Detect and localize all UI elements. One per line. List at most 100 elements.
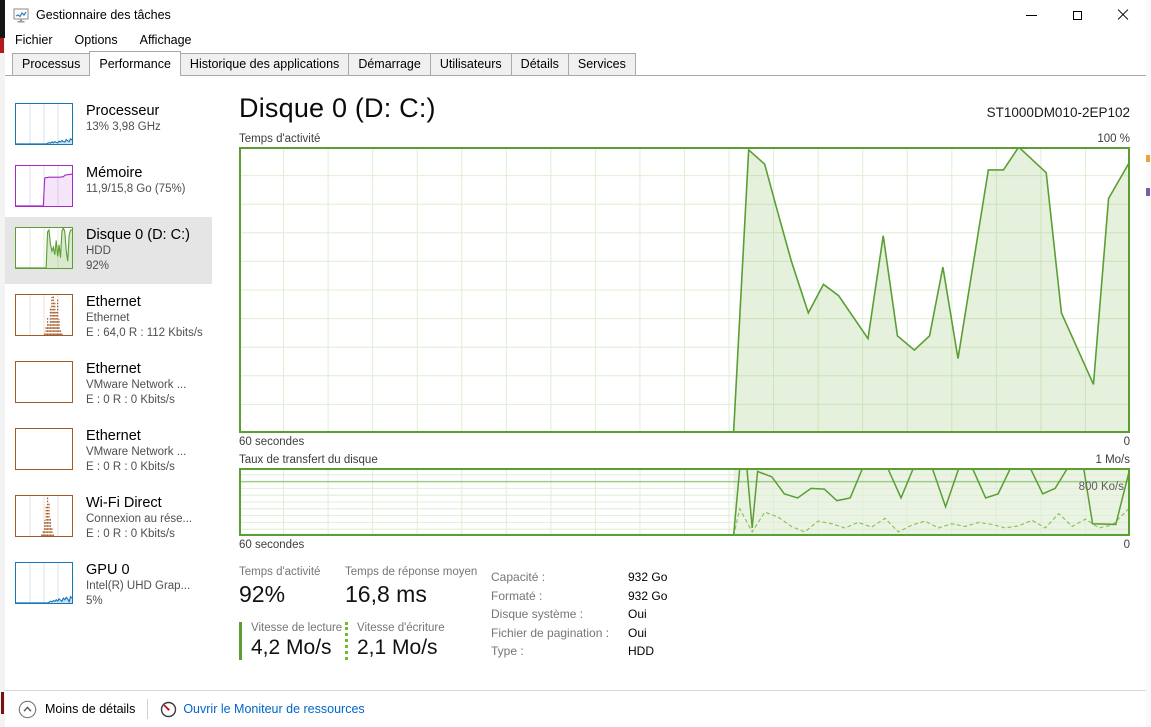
- response-time-value: 16,8 ms: [345, 581, 427, 607]
- background-sliver-segment: [1, 692, 4, 714]
- menu-affichage[interactable]: Affichage: [139, 33, 192, 47]
- active-time-value: 92%: [239, 581, 286, 607]
- menu-bar: Fichier Options Affichage: [5, 30, 1146, 52]
- sidebar-item-disque-0[interactable]: Disque 0 (D: C:) HDD 92%: [5, 217, 212, 285]
- sidebar-item-title: Disque 0 (D: C:): [86, 227, 190, 243]
- footer-bar: Moins de détails Ouvrir le Moniteur de r…: [5, 690, 1146, 727]
- tab-bar: Processus Performance Historique des app…: [5, 51, 1146, 76]
- cpu-sparkline: [15, 103, 73, 145]
- sidebar-item-subtitle: 11,9/15,8 Go (75%): [86, 182, 186, 195]
- sidebar-item-subtitle: E : 64,0 R : 112 Kbits/s: [86, 326, 203, 339]
- sidebar-item-subtitle: Intel(R) UHD Grap...: [86, 579, 191, 592]
- ethernet-sparkline: [15, 361, 73, 404]
- activity-chart-title: Temps d'activité: [239, 133, 321, 145]
- gpu-sparkline: [15, 562, 73, 605]
- close-icon: [1117, 9, 1129, 21]
- background-window-sliver-left: [0, 0, 5, 727]
- disk-sparkline: [15, 227, 73, 269]
- property-row: Formaté : 932 Go: [491, 587, 667, 606]
- sidebar-item-subtitle: HDD: [86, 244, 111, 257]
- tab-performance[interactable]: Performance: [89, 51, 181, 76]
- property-value: 932 Go: [628, 570, 668, 585]
- tab-historique-des-applications[interactable]: Historique des applications: [179, 53, 350, 75]
- wifi-sparkline: [15, 495, 73, 538]
- read-speed-label: Vitesse de lecture: [251, 622, 343, 634]
- disk-transfer-chart: 800 Ko/s: [239, 468, 1130, 536]
- maximize-button[interactable]: [1054, 0, 1100, 30]
- sidebar-item-ethernet-2[interactable]: Ethernet VMware Network ... E : 0 R : 0 …: [5, 351, 212, 418]
- activity-chart-zero-label: 0: [1123, 436, 1130, 448]
- less-details-button[interactable]: Moins de détails: [18, 700, 135, 719]
- sidebar-item-ethernet-3[interactable]: Ethernet VMware Network ... E : 0 R : 0 …: [5, 418, 212, 485]
- property-label: Capacité :: [491, 570, 546, 585]
- minimize-button[interactable]: [1008, 0, 1054, 30]
- tab-details[interactable]: Détails: [510, 53, 569, 75]
- resource-monitor-icon: [161, 701, 177, 717]
- sidebar-item-title: Wi-Fi Direct: [86, 495, 162, 512]
- page-title: Disque 0 (D: C:): [239, 93, 436, 123]
- sidebar-item-subtitle: Connexion au rése...: [86, 512, 193, 525]
- sidebar-item-subtitle: 5%: [86, 594, 103, 607]
- footer-divider: [147, 699, 149, 719]
- ethernet-sparkline: [15, 294, 73, 337]
- sidebar-item-title: Ethernet: [86, 294, 141, 311]
- sidebar-item-subtitle: Ethernet: [86, 311, 130, 324]
- sidebar-item-memoire[interactable]: Mémoire 11,9/15,8 Go (75%): [5, 155, 212, 217]
- content-area: Processeur 13% 3,98 GHz Mémoire 11,9/15,…: [5, 76, 1146, 690]
- response-time-label: Temps de réponse moyen: [345, 566, 478, 578]
- property-row: Type : HDD: [491, 642, 667, 661]
- chevron-up-circle-icon: [18, 700, 37, 718]
- property-row: Fichier de pagination : Oui: [491, 624, 667, 643]
- tab-utilisateurs[interactable]: Utilisateurs: [429, 53, 512, 75]
- less-details-label: Moins de détails: [45, 702, 136, 716]
- property-row: Disque système : Oui: [491, 605, 667, 624]
- tab-services[interactable]: Services: [567, 53, 636, 75]
- close-button[interactable]: [1100, 0, 1146, 30]
- title-bar: Gestionnaire des tâches: [5, 0, 1146, 30]
- sidebar-item-title: Ethernet: [86, 428, 141, 445]
- sidebar-item-subtitle: E : 0 R : 0 Kbits/s: [86, 393, 175, 406]
- sidebar-item-title: Mémoire: [86, 165, 143, 181]
- transfer-chart-zero-label: 0: [1123, 539, 1130, 551]
- sidebar-item-processeur[interactable]: Processeur 13% 3,98 GHz: [5, 93, 212, 155]
- sidebar-item-gpu-0[interactable]: GPU 0 Intel(R) UHD Grap... 5%: [5, 552, 212, 619]
- menu-fichier[interactable]: Fichier: [15, 33, 53, 47]
- disk-properties: Capacité : 932 Go Formaté : 932 Go Disqu…: [491, 566, 667, 661]
- property-row: Capacité : 932 Go: [491, 568, 667, 587]
- write-speed-label: Vitesse d'écriture: [357, 622, 445, 634]
- sidebar-item-ethernet-1[interactable]: Ethernet Ethernet E : 64,0 R : 112 Kbits…: [5, 284, 212, 351]
- sidebar-item-subtitle: E : 0 R : 0 Kbits/s: [86, 527, 175, 540]
- background-sliver-segment: [1146, 155, 1150, 162]
- property-value: Oui: [628, 607, 647, 622]
- transfer-chart-max-label: 1 Mo/s: [1095, 454, 1130, 466]
- property-value: 932 Go: [628, 588, 668, 603]
- tab-demarrage[interactable]: Démarrage: [348, 53, 431, 75]
- sidebar-item-subtitle: VMware Network ...: [86, 378, 187, 391]
- activity-chart-max-label: 100 %: [1097, 133, 1130, 145]
- sidebar-item-subtitle: 92%: [86, 259, 110, 272]
- write-speed-value: 2,1 Mo/s: [357, 636, 438, 659]
- sidebar-item-subtitle: 13% 3,98 GHz: [86, 120, 161, 133]
- property-label: Formaté :: [491, 588, 543, 603]
- open-resource-monitor-link[interactable]: Ouvrir le Moniteur de ressources: [160, 701, 365, 718]
- app-icon: [13, 8, 29, 22]
- disk-model: ST1000DM010-2EP102: [986, 105, 1130, 120]
- window-title: Gestionnaire des tâches: [36, 8, 171, 22]
- tab-processus[interactable]: Processus: [12, 53, 91, 75]
- sidebar-item-title: Ethernet: [86, 361, 141, 378]
- background-sliver-segment: [0, 0, 5, 38]
- transfer-chart-title: Taux de transfert du disque: [239, 454, 378, 466]
- open-resource-monitor-label: Ouvrir le Moniteur de ressources: [183, 702, 365, 716]
- background-window-sliver-right: [1146, 0, 1151, 727]
- disk-activity-chart: [239, 147, 1130, 433]
- activity-chart-timespan: 60 secondes: [239, 436, 305, 448]
- transfer-ref-line-label: 800 Ko/s: [1078, 481, 1124, 493]
- maximize-icon: [1072, 10, 1082, 20]
- sidebar-item-title: GPU 0: [86, 562, 130, 579]
- property-label: Type :: [491, 644, 524, 659]
- menu-options[interactable]: Options: [74, 33, 118, 47]
- property-value: HDD: [628, 644, 654, 659]
- read-speed-value: 4,2 Mo/s: [251, 636, 332, 659]
- sidebar-item-wifi-direct[interactable]: Wi-Fi Direct Connexion au rése... E : 0 …: [5, 485, 212, 552]
- property-value: Oui: [628, 625, 647, 640]
